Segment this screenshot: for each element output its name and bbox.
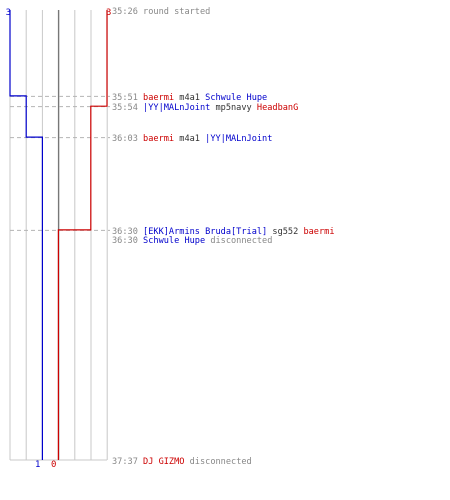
- event-log-line: 36:30 Schwule Hupe disconnected: [112, 236, 272, 246]
- event-text: m4a1: [174, 134, 200, 144]
- red-team-end-count: 0: [51, 460, 56, 470]
- event-text: mp5navy: [210, 103, 251, 113]
- event-text: baermi: [138, 93, 174, 103]
- blue-team-start-count: 3: [6, 8, 11, 18]
- event-text: sg552: [267, 227, 298, 237]
- event-log-line: 35:26 round started: [112, 7, 210, 17]
- event-time: 36:30: [112, 236, 138, 246]
- event-text: disconnected: [184, 457, 251, 467]
- event-time: 36:30: [112, 227, 138, 237]
- event-text: |YY|MALnJoint: [138, 103, 210, 113]
- event-time: 37:37: [112, 457, 138, 467]
- event-text: |YY|MALnJoint: [200, 134, 272, 144]
- event-time: 35:51: [112, 93, 138, 103]
- event-time: 35:54: [112, 103, 138, 113]
- red-team-step-line: [57, 10, 108, 460]
- event-text: HeadbanG: [252, 103, 299, 113]
- event-time: 36:03: [112, 134, 138, 144]
- event-log-line: 36:03 baermi m4a1 |YY|MALnJoint: [112, 134, 272, 144]
- event-text: baermi: [138, 134, 174, 144]
- event-log-line: 36:30 [EKK]Armins Bruda[Trial] sg552 bae…: [112, 227, 335, 237]
- event-text: [EKK]Armins Bruda[Trial]: [138, 227, 267, 237]
- event-text: Schwule Hupe: [200, 93, 267, 103]
- event-text: round started: [138, 7, 210, 17]
- event-time: 35:26: [112, 7, 138, 17]
- event-text: Schwule Hupe: [138, 236, 205, 246]
- event-log-line: 35:51 baermi m4a1 Schwule Hupe: [112, 93, 267, 103]
- red-team-start-count: 3: [106, 8, 111, 18]
- event-text: baermi: [298, 227, 334, 237]
- event-log-line: 35:54 |YY|MALnJoint mp5navy HeadbanG: [112, 103, 298, 113]
- blue-team-end-count: 1: [35, 460, 40, 470]
- event-text: m4a1: [174, 93, 200, 103]
- blue-team-step-line: [9, 10, 43, 460]
- event-text: DJ GIZMO: [138, 457, 185, 467]
- event-text: disconnected: [205, 236, 272, 246]
- event-log-line: 37:37 DJ GIZMO disconnected: [112, 457, 252, 467]
